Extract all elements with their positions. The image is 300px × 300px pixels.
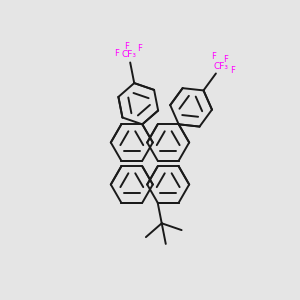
Text: F: F (137, 44, 142, 53)
Text: CF₃: CF₃ (213, 62, 228, 71)
Text: F: F (211, 52, 216, 62)
Text: F: F (230, 66, 235, 75)
Text: F: F (114, 49, 119, 58)
Text: F: F (224, 56, 228, 64)
Text: CF₃: CF₃ (121, 50, 136, 59)
Text: F: F (124, 41, 129, 50)
